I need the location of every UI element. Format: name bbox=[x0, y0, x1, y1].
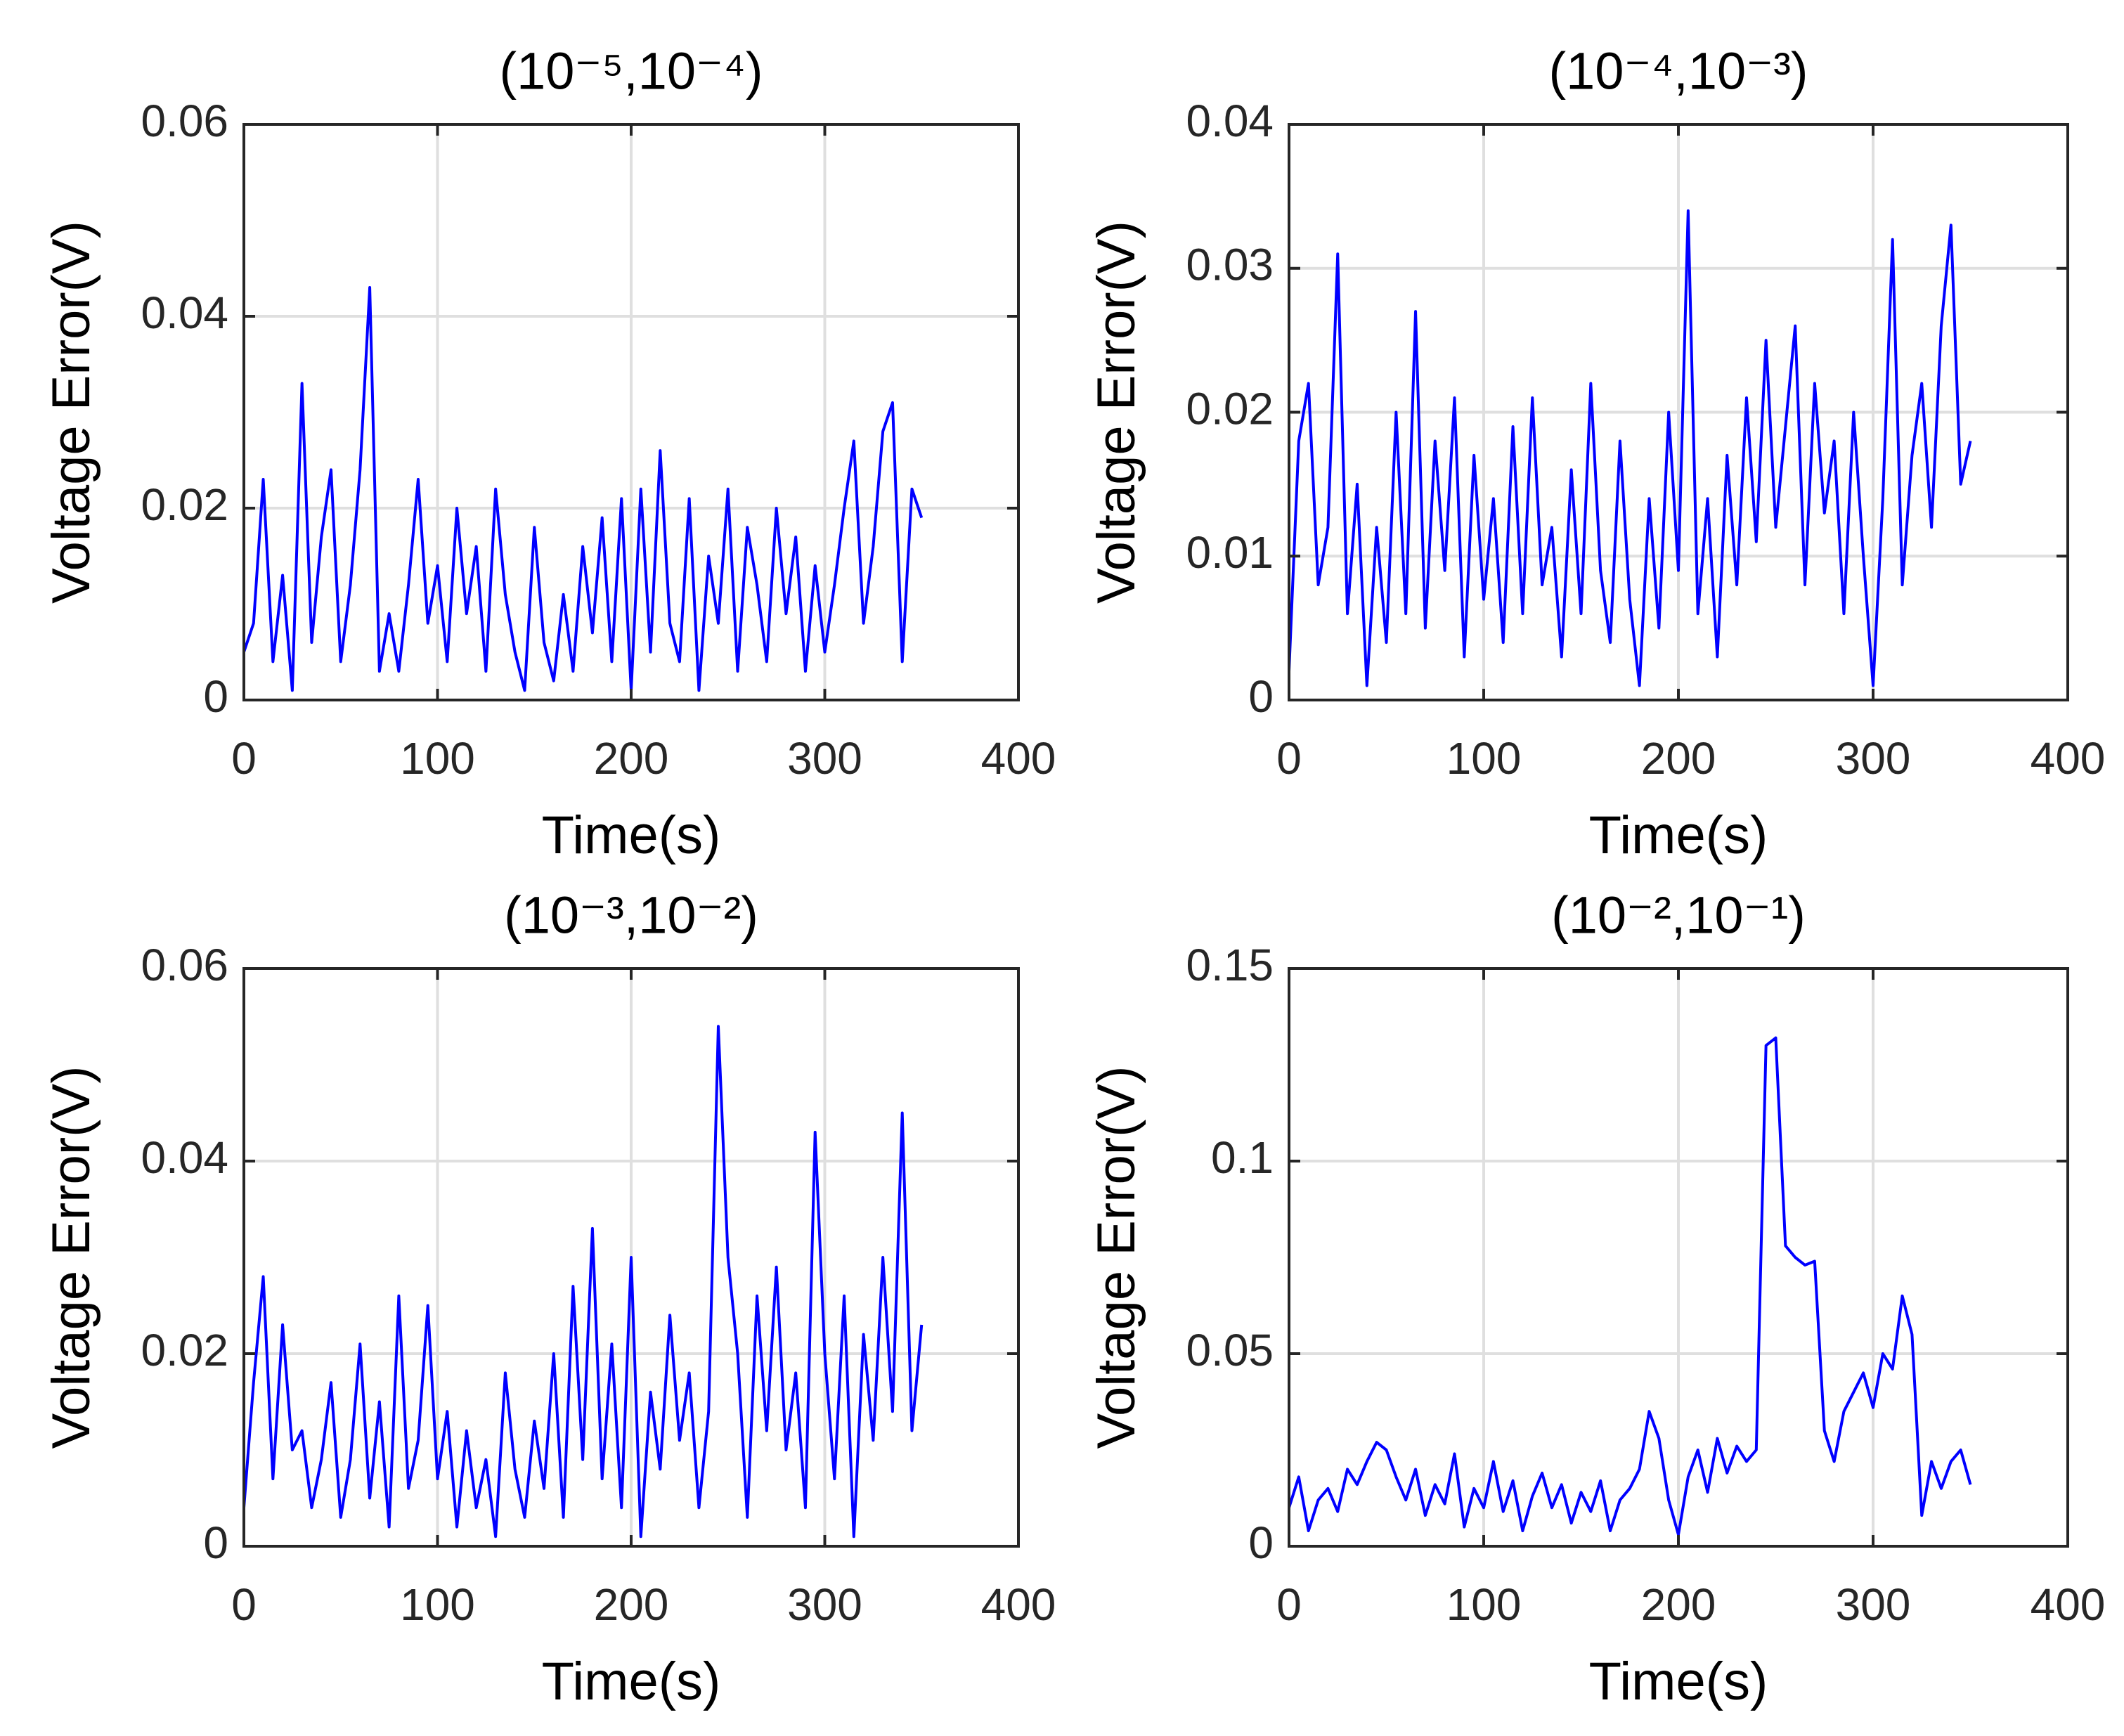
subplot: 0 100 200 300 400 0 0.05 0.1 0.15 (10⁻²,10⁻¹) Time… bbox=[1087, 886, 2105, 1712]
y-tick-label: 0 bbox=[1248, 671, 1274, 722]
y-axis-label: Voltage Error(V) bbox=[1087, 221, 1146, 604]
y-axis-label: Voltage Error(V) bbox=[41, 1066, 101, 1449]
x-tick-label: 0 bbox=[231, 1579, 257, 1630]
data-line bbox=[1289, 209, 1972, 687]
y-tick-label: 0.03 bbox=[1186, 240, 1274, 290]
x-tick-label: 300 bbox=[787, 733, 862, 784]
y-axis-label: Voltage Error(V) bbox=[1087, 1066, 1146, 1449]
x-tick-label: 100 bbox=[1446, 1579, 1522, 1630]
subplot: 0 100 200 300 400 0 0.01 0.02 0.03 0.04 (10⁻⁴,10⁻³… bbox=[1087, 42, 2105, 866]
subplot: 0 100 200 300 400 0 0.02 0.04 0.06 (10⁻³,10⁻²) Tim… bbox=[41, 886, 1056, 1712]
y-tick-label: 0 bbox=[203, 671, 228, 722]
chart-title: (10⁻²,10⁻¹) bbox=[1551, 886, 1806, 945]
y-tick-label: 0.04 bbox=[141, 1132, 228, 1183]
x-axis-label: Time(s) bbox=[542, 805, 721, 865]
x-tick-label: 200 bbox=[594, 1579, 669, 1630]
y-tick-label: 0.04 bbox=[141, 287, 228, 338]
x-tick-label: 400 bbox=[2031, 1579, 2106, 1630]
x-tick-label: 100 bbox=[400, 1579, 475, 1630]
y-axis-label: Voltage Error(V) bbox=[41, 221, 101, 604]
plot-area bbox=[244, 1025, 924, 1539]
x-tick-label: 400 bbox=[2031, 733, 2106, 784]
plot-area bbox=[1289, 1036, 1972, 1536]
y-tick-label: 0.02 bbox=[1186, 383, 1274, 434]
x-tick-label: 200 bbox=[594, 733, 669, 784]
chart-title: (10⁻⁵,10⁻⁴) bbox=[499, 42, 763, 101]
y-tick-label: 0.02 bbox=[141, 1325, 228, 1375]
data-line bbox=[244, 1025, 924, 1539]
chart-title: (10⁻⁴,10⁻³) bbox=[1548, 42, 1808, 101]
y-tick-label: 0.06 bbox=[141, 96, 228, 146]
plot-area bbox=[1289, 209, 1972, 687]
x-axis-label: Time(s) bbox=[1589, 805, 1768, 865]
x-tick-label: 100 bbox=[400, 733, 475, 784]
y-tick-label: 0 bbox=[1248, 1517, 1274, 1568]
x-tick-label: 400 bbox=[981, 733, 1056, 784]
x-tick-label: 200 bbox=[1641, 733, 1716, 784]
chart-title: (10⁻³,10⁻²) bbox=[504, 886, 758, 945]
y-tick-label: 0 bbox=[203, 1517, 228, 1568]
y-tick-label: 0.01 bbox=[1186, 527, 1274, 578]
x-tick-label: 0 bbox=[231, 733, 257, 784]
x-axis-label: Time(s) bbox=[1589, 1652, 1768, 1711]
x-tick-label: 100 bbox=[1446, 733, 1522, 784]
x-tick-label: 0 bbox=[1276, 1579, 1302, 1630]
x-tick-label: 300 bbox=[1836, 1579, 1911, 1630]
x-tick-label: 400 bbox=[981, 1579, 1056, 1630]
x-axis-label: Time(s) bbox=[542, 1652, 721, 1711]
y-tick-label: 0.02 bbox=[141, 479, 228, 530]
x-tick-label: 300 bbox=[1836, 733, 1911, 784]
subplot: 0 100 200 300 400 0 0.02 0.04 0.06 (10⁻⁵,10⁻⁴) Tim… bbox=[41, 42, 1056, 866]
y-tick-label: 0.04 bbox=[1186, 96, 1274, 146]
data-line bbox=[244, 286, 924, 692]
x-tick-label: 300 bbox=[787, 1579, 862, 1630]
data-line bbox=[1289, 1036, 1972, 1536]
plot-area bbox=[244, 286, 924, 692]
y-tick-label: 0.1 bbox=[1211, 1132, 1274, 1183]
x-tick-label: 200 bbox=[1641, 1579, 1716, 1630]
y-tick-label: 0.15 bbox=[1186, 940, 1274, 990]
y-tick-label: 0.05 bbox=[1186, 1325, 1274, 1375]
y-tick-label: 0.06 bbox=[141, 940, 228, 990]
x-tick-label: 0 bbox=[1276, 733, 1302, 784]
